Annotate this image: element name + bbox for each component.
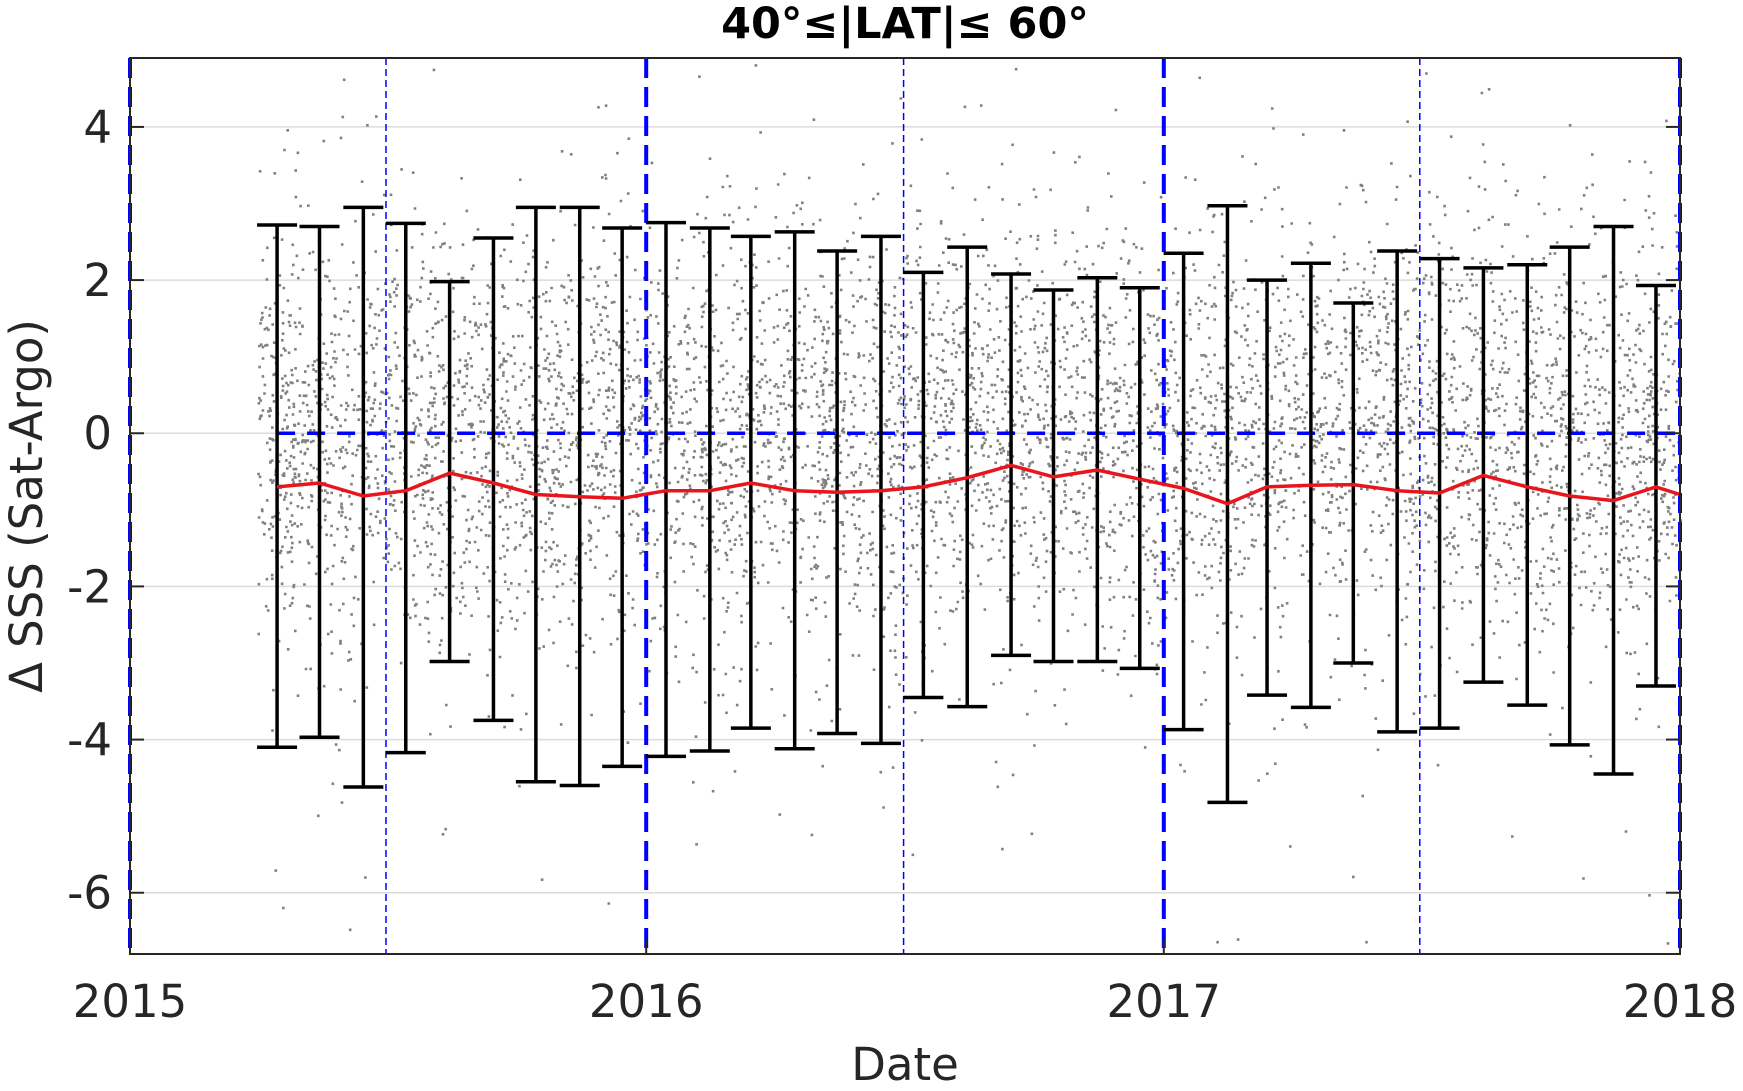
plot-background — [130, 58, 1680, 954]
mean-line — [276, 463, 1681, 506]
y-tick-label: 4 — [83, 101, 112, 154]
x-tick-label: 2017 — [1107, 975, 1222, 1028]
y-tick-label: -4 — [67, 714, 112, 767]
x-tick-label: 2018 — [1623, 975, 1738, 1028]
mean-line-group — [276, 463, 1681, 506]
y-axis-label: Δ SSS (Sat-Argo) — [0, 319, 53, 693]
y-tick-label: -6 — [67, 867, 112, 920]
y-tick-label: 0 — [83, 407, 112, 460]
x-tick-label: 2015 — [73, 975, 188, 1028]
x-axis-label: Date — [851, 1038, 959, 1087]
y-tick-label: -2 — [67, 560, 112, 613]
plot-frame — [129, 57, 1681, 955]
x-axis-ticks: 2015 2016 2017 2018 — [73, 940, 1738, 1028]
x-tick-label: 2016 — [589, 975, 704, 1028]
y-axis-ticks: 4 2 0 -2 -4 -6 — [67, 101, 1680, 920]
y-tick-label: 2 — [83, 254, 112, 307]
chart-title: 40°≤|LAT|≤ 60° — [721, 0, 1089, 49]
